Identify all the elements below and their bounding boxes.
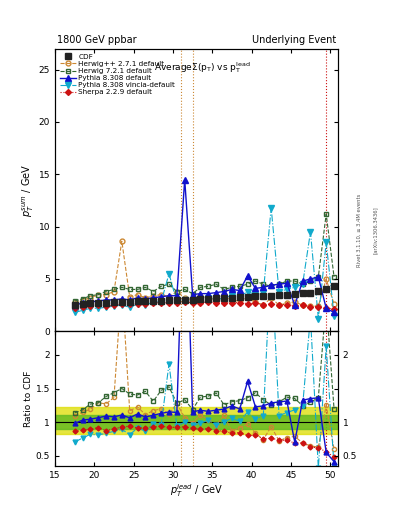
X-axis label: $p_T^{lead}$ / GeV: $p_T^{lead}$ / GeV [170,482,223,499]
CDF [253,293,258,300]
CDF [324,286,329,292]
CDF [300,290,305,296]
CDF [88,300,93,306]
CDF [135,298,140,305]
CDF [190,296,195,303]
Text: Average$\Sigma$(p$_\mathregular{T}$) vs p$_\mathregular{T}^\mathregular{lead}$: Average$\Sigma$(p$_\mathregular{T}$) vs … [154,60,250,75]
Text: 1800 GeV ppbar: 1800 GeV ppbar [57,35,137,45]
Bar [55,415,338,429]
CDF [96,300,101,306]
Legend: CDF, Herwig++ 2.7.1 default, Herwig 7.2.1 default, Pythia 8.308 default, Pythia : CDF, Herwig++ 2.7.1 default, Herwig 7.2.… [59,52,176,97]
CDF [104,300,108,306]
CDF [127,298,132,305]
CDF [174,297,179,303]
Y-axis label: Ratio to CDF: Ratio to CDF [24,370,33,427]
Text: [arXiv:1306.3436]: [arXiv:1306.3436] [373,206,378,254]
CDF [237,294,242,300]
Line: CDF: CDF [72,283,337,307]
CDF [285,292,289,298]
CDF [261,293,266,299]
CDF [80,301,85,307]
CDF [277,292,281,298]
CDF [119,299,124,305]
Bar [55,408,338,434]
CDF [206,296,211,302]
CDF [308,289,313,295]
CDF [112,299,116,305]
Y-axis label: $p_T^{sum}$ / GeV: $p_T^{sum}$ / GeV [20,163,36,217]
CDF [316,288,321,294]
CDF [182,297,187,303]
CDF [151,298,156,304]
CDF [72,302,77,308]
CDF [159,297,163,304]
CDF [269,292,274,298]
CDF [222,295,226,301]
CDF [143,298,148,304]
CDF [245,294,250,300]
CDF [167,297,171,304]
CDF [230,294,234,301]
Text: Underlying Event: Underlying Event [252,35,336,45]
CDF [292,291,297,297]
Text: Rivet 3.1.10, ≥ 3.4M events: Rivet 3.1.10, ≥ 3.4M events [357,194,362,267]
CDF [332,283,336,289]
CDF [198,296,203,303]
CDF [214,295,219,302]
